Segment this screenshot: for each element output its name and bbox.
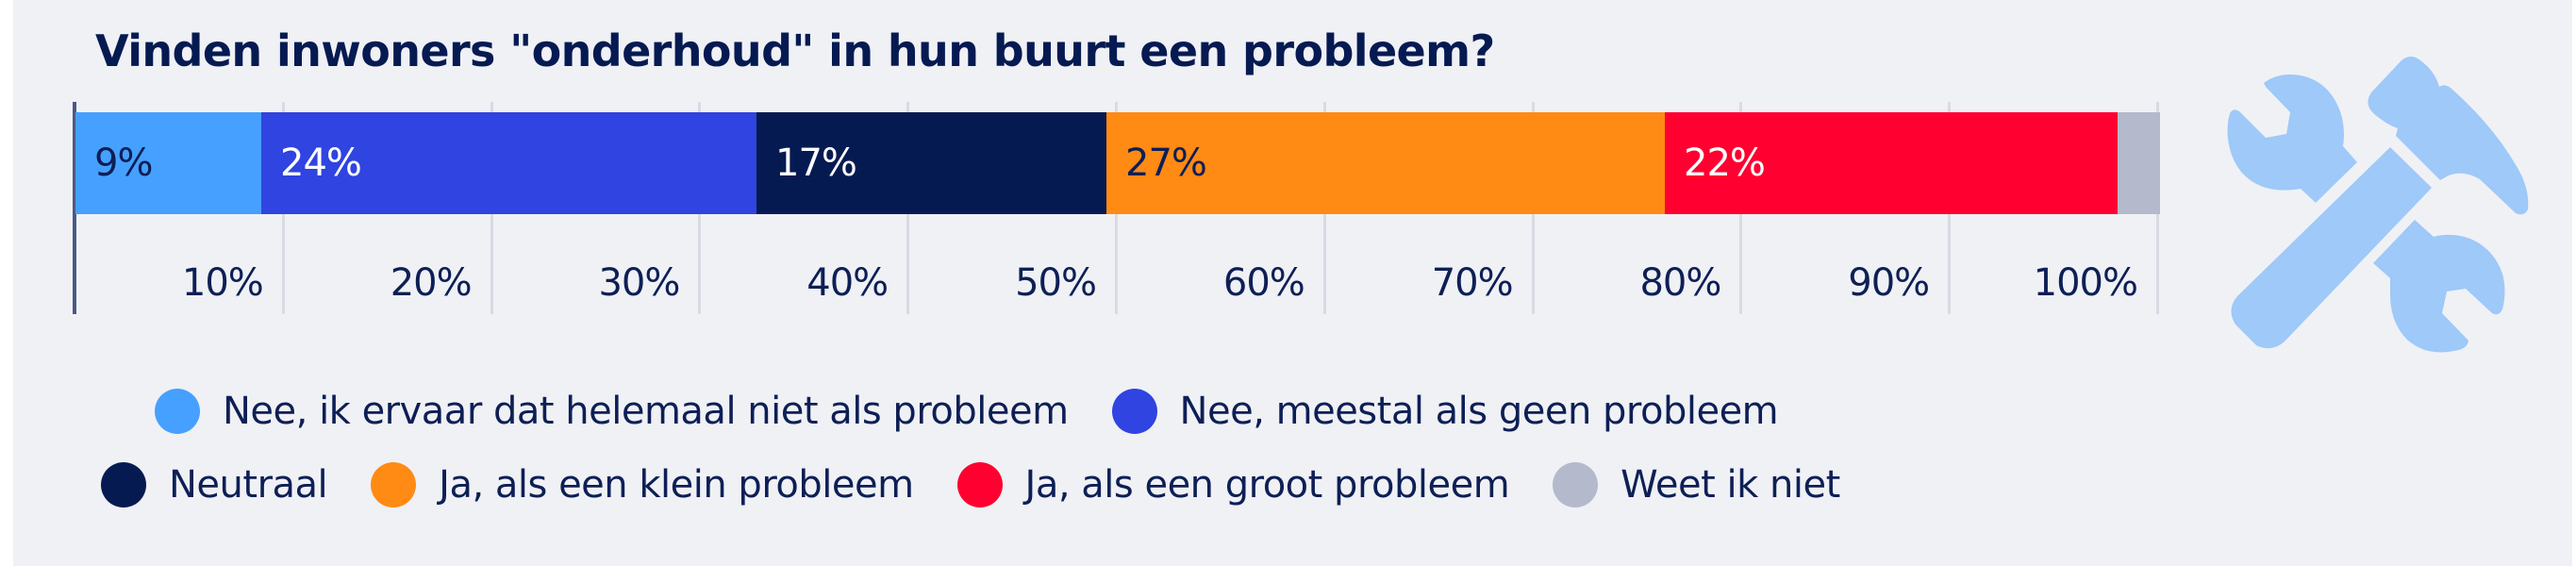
legend-dot-icon: [956, 462, 1003, 508]
bar-segment-value-label: 9%: [94, 142, 153, 185]
bar-segment: 9%: [75, 112, 261, 214]
legend-label: Neutraal: [169, 463, 328, 507]
bar-segment: 17%: [756, 112, 1106, 214]
legend-row-1: Nee, ik ervaar dat helemaal niet als pro…: [155, 385, 1821, 438]
x-tick-label: 30%: [598, 261, 680, 305]
legend-item: Ja, als een groot probleem: [956, 458, 1510, 511]
legend-label: Ja, als een groot probleem: [1024, 463, 1510, 507]
x-tick-label: 40%: [806, 261, 889, 305]
chart-title: Vinden inwoners "onderhoud" in hun buurt…: [95, 25, 1495, 76]
legend-item: Nee, ik ervaar dat helemaal niet als pro…: [155, 385, 1069, 438]
x-tick-label: 100%: [2033, 261, 2138, 305]
x-tick-label: 50%: [1015, 261, 1097, 305]
legend-dot-icon: [371, 462, 417, 508]
bar-segment: 24%: [261, 112, 756, 214]
y-axis-line: [73, 102, 76, 314]
legend-item: Nee, meestal als geen probleem: [1111, 385, 1779, 438]
legend-label: Ja, als een klein probleem: [439, 463, 914, 507]
bar-segment: 27%: [1106, 112, 1665, 214]
legend-label: Nee, meestal als geen probleem: [1179, 390, 1779, 433]
x-tick-label: 20%: [390, 261, 473, 305]
bar-segment-value-label: 17%: [775, 142, 857, 185]
bar-segment-value-label: 22%: [1684, 142, 1766, 185]
legend-row-2: Neutraal Ja, als een klein probleem Ja, al…: [101, 458, 1884, 511]
bar-segment-value-label: 27%: [1125, 142, 1207, 185]
x-tick-label: 70%: [1431, 261, 1514, 305]
legend-dot-icon: [101, 462, 146, 508]
legend-dot-icon: [1553, 462, 1599, 508]
chart-card: Vinden inwoners "onderhoud" in hun buurt…: [13, 0, 2572, 566]
x-tick-label: 80%: [1639, 261, 1721, 305]
legend-dot-icon: [1111, 389, 1157, 434]
wrench-hammer-icon: [2227, 57, 2529, 353]
legend-label: Weet ik niet: [1620, 463, 1840, 507]
legend-dot-icon: [155, 389, 200, 434]
x-tick-label: 10%: [181, 261, 264, 305]
legend-item: Ja, als een klein probleem: [371, 458, 914, 511]
x-tick-label: 60%: [1222, 261, 1305, 305]
legend-label: Nee, ik ervaar dat helemaal niet als pro…: [223, 390, 1069, 433]
x-tick-label: 90%: [1848, 261, 1930, 305]
stacked-bar: 9% 24% 17% 27% 22%: [75, 112, 2160, 214]
bar-segment: [2118, 112, 2160, 214]
bar-segment-value-label: 24%: [280, 142, 362, 185]
legend-item: Neutraal: [101, 458, 328, 511]
icon-shapes: [2227, 57, 2529, 353]
legend-item: Weet ik niet: [1553, 458, 1840, 511]
bar-segment: 22%: [1665, 112, 2118, 214]
